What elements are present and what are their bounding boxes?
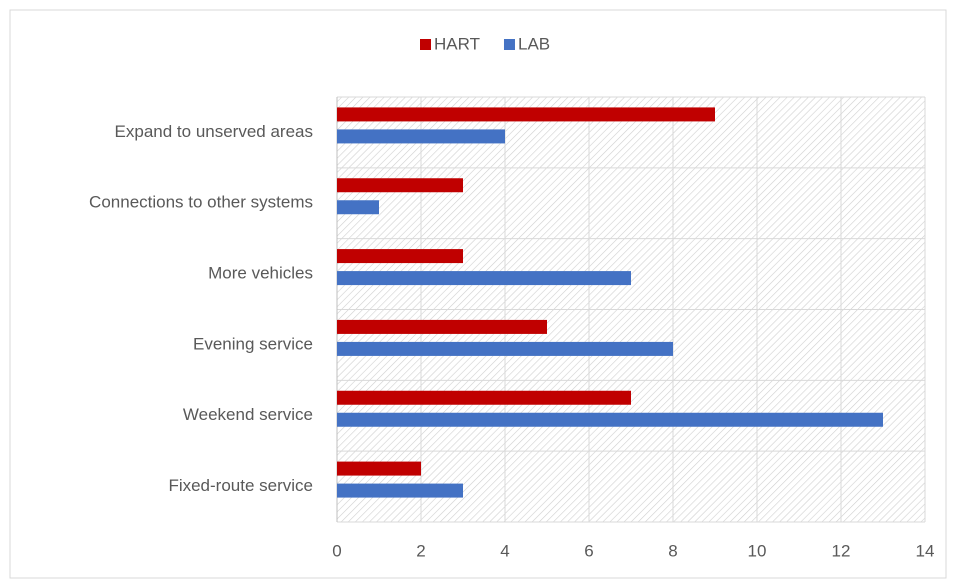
bar [337,107,715,122]
bar [337,461,421,476]
bar [337,390,631,405]
bar [337,249,463,264]
legend-swatch [420,39,431,50]
legend-swatch [503,39,515,50]
y-tick-label: More vehicles [208,264,313,283]
x-tick-label: 4 [500,541,509,560]
legend-label: LAB [518,34,550,53]
y-tick-label: Expand to unserved areas [115,122,313,141]
bar [337,129,505,144]
bar [337,178,463,193]
bar [337,271,631,286]
x-tick-label: 6 [584,541,593,560]
bar [337,412,883,427]
x-tick-label: 2 [416,541,425,560]
x-tick-label: 8 [668,541,677,560]
bar [337,341,673,356]
bar [337,319,547,334]
bar [337,200,379,215]
bar [337,483,463,498]
y-tick-label: Evening service [193,334,313,353]
x-tick-label: 14 [916,541,935,560]
y-tick-label: Weekend service [183,405,313,424]
y-tick-label: Fixed-route service [168,476,313,495]
legend-label: HART [434,34,480,53]
x-tick-label: 0 [332,541,341,560]
x-tick-label: 10 [748,541,767,560]
y-tick-label: Connections to other systems [89,193,313,212]
x-tick-label: 12 [832,541,851,560]
